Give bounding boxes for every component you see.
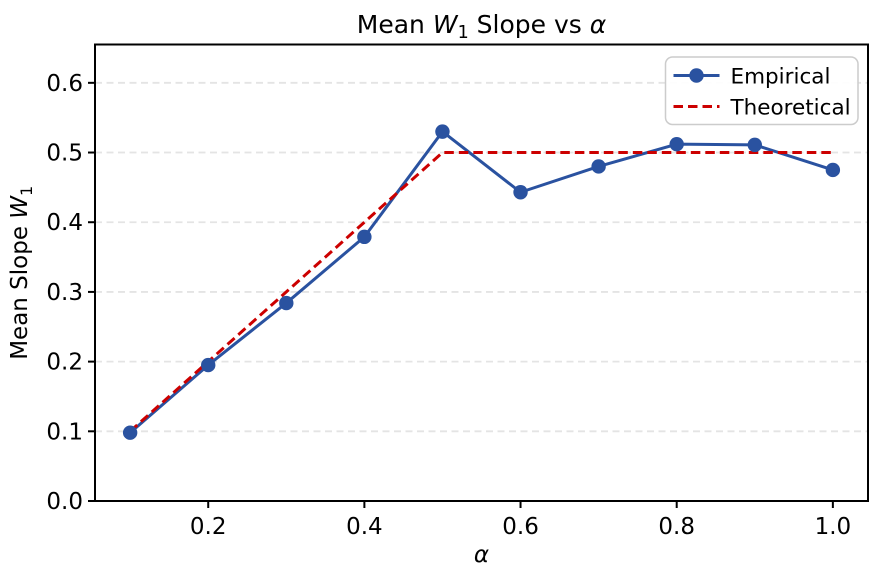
y-tick-label: 0.6 bbox=[46, 71, 83, 97]
plot-border bbox=[94, 43, 869, 502]
data-markers bbox=[122, 124, 841, 440]
x-tick-label: 0.4 bbox=[346, 514, 383, 540]
y-axis-label: Mean Slope W1 bbox=[7, 186, 36, 360]
gridlines bbox=[95, 81, 868, 433]
data-point-empirical bbox=[357, 229, 372, 245]
data-point-empirical bbox=[825, 162, 841, 178]
y-tick-label: 0.1 bbox=[46, 419, 83, 445]
data-point-empirical bbox=[669, 136, 684, 152]
x-tick-label: 1.0 bbox=[815, 514, 852, 540]
y-tick-label: 0.4 bbox=[46, 210, 83, 236]
series-line-empirical bbox=[129, 130, 834, 434]
data-point-empirical bbox=[201, 357, 216, 373]
x-tick-label: 0.2 bbox=[190, 514, 227, 540]
series-line-theoretical bbox=[129, 151, 833, 433]
legend-box bbox=[664, 56, 859, 126]
x-tick-label: 0.6 bbox=[502, 514, 539, 540]
chart-title: Mean W1 Slope vs α bbox=[357, 10, 607, 43]
y-tick-label: 0.5 bbox=[46, 141, 83, 167]
data-series bbox=[129, 130, 834, 434]
data-point-empirical bbox=[279, 295, 294, 311]
y-tick-label: 0.3 bbox=[46, 280, 83, 306]
legend: Empirical Theoretical bbox=[664, 56, 859, 126]
legend-marker-empirical bbox=[689, 68, 704, 83]
x-axis-label: α bbox=[474, 542, 489, 568]
data-point-empirical bbox=[435, 124, 450, 139]
data-point-empirical bbox=[122, 425, 138, 440]
data-point-empirical bbox=[591, 159, 606, 174]
legend-label-theoretical: Theoretical bbox=[730, 96, 851, 121]
y-tick-label: 0.0 bbox=[46, 489, 83, 515]
x-tick-label: 0.8 bbox=[658, 514, 695, 540]
data-point-empirical bbox=[513, 185, 528, 200]
y-tick-label: 0.2 bbox=[46, 350, 83, 376]
axis-ticks: 0.0 0.1 0.2 0.3 0.4 0.5 0.6 0.2 0.4 0.6 0.8 1.0 bbox=[46, 71, 851, 540]
legend-label-empirical: Empirical bbox=[731, 65, 831, 90]
data-point-empirical bbox=[747, 137, 762, 153]
